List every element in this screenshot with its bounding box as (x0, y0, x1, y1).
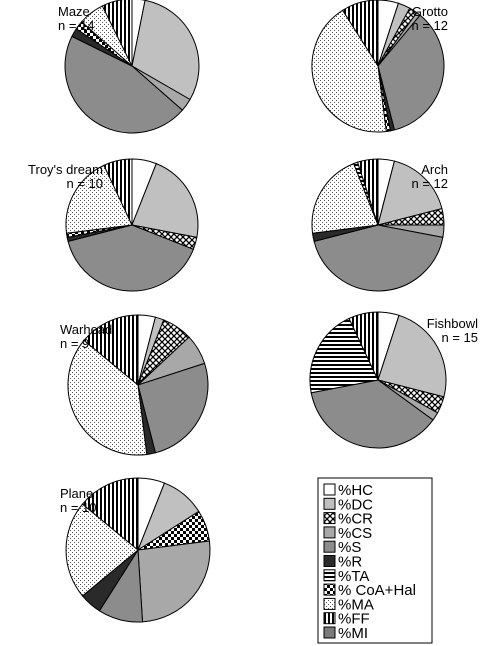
legend-swatch-dc (323, 497, 336, 510)
legend-label-mi: %MI (338, 625, 368, 642)
slice-fishbowl-ta (309, 317, 379, 394)
pie-title-warhead: Warhead (60, 322, 112, 337)
pie-title-maze: Maze (58, 4, 90, 19)
legend-label-s: %S (338, 539, 361, 556)
legend-item-ta: %TA (323, 568, 369, 585)
legend-swatch-hc (323, 483, 336, 496)
pie-n-grotto: n = 12 (411, 18, 448, 33)
slice-grotto-ma (311, 9, 387, 133)
pie-n-arch: n = 12 (411, 176, 448, 191)
legend-item-ma: %MA (323, 596, 374, 613)
legend-swatch-r (323, 555, 336, 567)
pie-n-maze: n = 14 (58, 18, 95, 33)
slice-troy-s-dream-ma (65, 164, 133, 234)
legend-swatch-coa (323, 583, 336, 596)
slice-plane-ma (65, 503, 139, 597)
slice-plane-ff (81, 477, 139, 552)
legend-swatch-cr (323, 512, 336, 525)
slice-warhead-ma (67, 339, 148, 456)
slice-fishbowl-dc (377, 314, 447, 398)
slice-fishbowl-ff (348, 311, 379, 381)
slice-fishbowl-s (310, 379, 434, 449)
pie-n-warhead: n = 9 (60, 336, 89, 351)
slice-maze-dc (131, 0, 200, 101)
pie-n-troy-s-dream: n = 10 (66, 176, 103, 191)
legend-swatch-ma (323, 597, 336, 610)
legend-label-cs: %CS (338, 525, 372, 542)
legend-swatch-ta (323, 569, 336, 582)
pie-title-grotto: Grotto (412, 4, 448, 19)
legend-item-cr: %CR (323, 511, 373, 528)
legend-item-mi: %MI (323, 625, 368, 642)
legend-item-r: %R (323, 554, 362, 571)
legend-label-r: %R (338, 554, 362, 571)
legend-label-ma: %MA (338, 596, 374, 613)
slice-maze-s (64, 35, 184, 134)
legend-label-ff: %FF (338, 611, 370, 628)
slice-arch-s (313, 224, 444, 292)
legend-item-ff: %FF (323, 611, 370, 628)
legend-item-hc: %HC (323, 482, 373, 499)
slice-arch-dc (377, 160, 443, 226)
legend-label-coa: % CoA+Hal (338, 582, 416, 599)
pie-title-arch: Arch (421, 162, 448, 177)
slice-troy-s-dream-dc (131, 162, 199, 238)
pie-n-fishbowl: n = 15 (441, 330, 478, 345)
slice-plane-cs (137, 540, 211, 623)
legend-swatch-ff (323, 612, 336, 625)
slice-warhead-s (137, 362, 209, 454)
legend-item-dc: %DC (323, 496, 373, 513)
slice-grotto-s (377, 14, 445, 131)
legend-label-dc: %DC (338, 496, 373, 513)
pie-title-plane: Plane (60, 486, 93, 501)
legend-item-cs: %CS (323, 525, 372, 542)
slice-arch-ma (311, 162, 379, 234)
pie-title-fishbowl: Fishbowl (427, 316, 478, 331)
legend-swatch-s (323, 540, 336, 553)
slice-arch-ff (356, 158, 379, 226)
legend-item-s: %S (323, 539, 361, 556)
legend-box (317, 477, 433, 644)
legend-swatch-cs (323, 526, 336, 539)
legend-label-cr: %CR (338, 511, 373, 528)
pie-n-plane: n = 10 (60, 500, 97, 515)
legend-item-coa: % CoA+Hal (323, 582, 416, 599)
legend-label-ta: %TA (338, 568, 369, 585)
legend: %HC%DC%CR%CS%S%R%TA% CoA+Hal%MA%FF%MI (317, 477, 433, 644)
legend-label-hc: %HC (338, 482, 373, 499)
slice-grotto-ff (341, 0, 379, 68)
slice-troy-s-dream-s (67, 224, 195, 292)
slice-troy-s-dream-ff (103, 158, 133, 226)
pie-title-troy-s-dream: Troy's dream (28, 162, 103, 177)
slice-maze-ff (101, 0, 133, 67)
slice-warhead-ff (83, 314, 139, 387)
legend-swatch-mi (323, 626, 336, 639)
